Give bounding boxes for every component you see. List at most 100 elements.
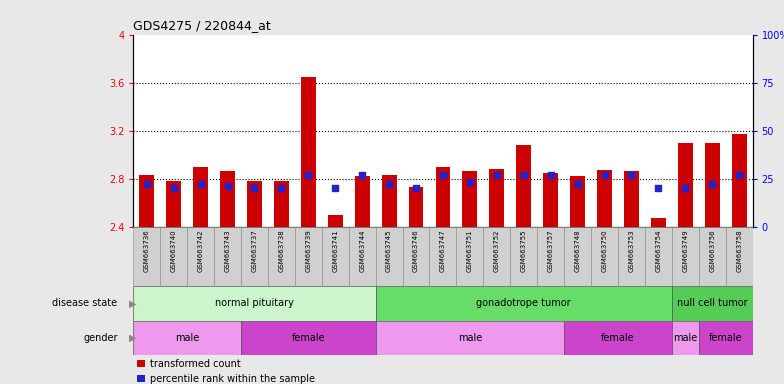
Text: GSM663754: GSM663754 <box>655 230 662 272</box>
Bar <box>618 227 645 286</box>
Bar <box>436 167 450 227</box>
Point <box>410 185 423 191</box>
Bar <box>268 227 295 286</box>
Bar <box>672 321 699 355</box>
Text: GSM663740: GSM663740 <box>171 230 176 272</box>
Bar <box>241 227 268 286</box>
Bar <box>295 227 321 286</box>
Text: GSM663755: GSM663755 <box>521 230 527 272</box>
Bar <box>564 321 672 355</box>
Text: GDS4275 / 220844_at: GDS4275 / 220844_at <box>133 19 271 32</box>
Bar <box>699 227 726 286</box>
Bar <box>376 321 564 355</box>
Bar <box>489 169 504 227</box>
Bar <box>430 227 456 286</box>
Point <box>572 181 584 187</box>
Bar <box>214 227 241 286</box>
Bar <box>484 227 510 286</box>
Point <box>275 185 288 191</box>
Text: male: male <box>458 333 482 343</box>
Text: male: male <box>673 333 698 343</box>
Bar <box>456 227 484 286</box>
Bar <box>133 321 241 355</box>
Point <box>221 183 234 189</box>
Point <box>598 172 611 178</box>
Bar <box>241 321 376 355</box>
Bar <box>133 286 376 321</box>
Bar <box>193 167 208 227</box>
Point <box>383 181 395 187</box>
Text: GSM663750: GSM663750 <box>601 230 608 272</box>
Text: ▶: ▶ <box>129 298 137 308</box>
Text: female: female <box>601 333 635 343</box>
Text: GSM663751: GSM663751 <box>467 230 473 272</box>
Bar <box>321 227 349 286</box>
Text: female: female <box>709 333 742 343</box>
Point <box>463 179 476 185</box>
Text: GSM663736: GSM663736 <box>143 230 150 272</box>
Bar <box>705 142 720 227</box>
Bar <box>247 181 262 227</box>
Text: null cell tumor: null cell tumor <box>677 298 748 308</box>
Bar <box>651 218 666 227</box>
Text: GSM663756: GSM663756 <box>710 230 715 272</box>
Text: female: female <box>292 333 325 343</box>
Point <box>437 172 449 178</box>
Bar <box>166 181 181 227</box>
Text: disease state: disease state <box>53 298 118 308</box>
Text: ▶: ▶ <box>129 333 137 343</box>
Text: male: male <box>175 333 199 343</box>
Legend: transformed count, percentile rank within the sample: transformed count, percentile rank withi… <box>133 355 319 384</box>
Bar <box>463 171 477 227</box>
Bar <box>355 176 369 227</box>
Text: GSM663748: GSM663748 <box>575 230 581 272</box>
Point <box>679 185 691 191</box>
Text: GSM663749: GSM663749 <box>682 230 688 272</box>
Point <box>517 172 530 178</box>
Bar <box>564 227 591 286</box>
Text: GSM663746: GSM663746 <box>413 230 419 272</box>
Point <box>168 185 180 191</box>
Point <box>194 181 207 187</box>
Bar <box>328 215 343 227</box>
Bar <box>349 227 376 286</box>
Bar <box>517 145 531 227</box>
Bar <box>672 227 699 286</box>
Point <box>652 185 665 191</box>
Text: gender: gender <box>83 333 118 343</box>
Point <box>356 172 368 178</box>
Bar <box>408 187 423 227</box>
Bar <box>591 227 618 286</box>
Point <box>140 181 153 187</box>
Bar <box>672 286 753 321</box>
Text: GSM663747: GSM663747 <box>440 230 446 272</box>
Bar <box>510 227 537 286</box>
Bar <box>543 172 558 227</box>
Bar <box>220 171 235 227</box>
Text: GSM663743: GSM663743 <box>224 230 230 272</box>
Bar <box>537 227 564 286</box>
Bar <box>301 76 316 227</box>
Point <box>706 181 718 187</box>
Point <box>544 172 557 178</box>
Point <box>625 172 637 178</box>
Bar <box>402 227 430 286</box>
Text: GSM663757: GSM663757 <box>548 230 554 272</box>
Bar <box>133 227 160 286</box>
Text: GSM663741: GSM663741 <box>332 230 338 272</box>
Point <box>491 172 503 178</box>
Bar <box>645 227 672 286</box>
Bar <box>570 176 585 227</box>
Text: GSM663737: GSM663737 <box>252 230 257 272</box>
Bar <box>274 181 289 227</box>
Text: GSM663752: GSM663752 <box>494 230 500 272</box>
Bar <box>678 142 693 227</box>
Bar <box>731 134 746 227</box>
Text: GSM663758: GSM663758 <box>736 230 742 272</box>
Text: GSM663745: GSM663745 <box>386 230 392 272</box>
Bar <box>699 321 753 355</box>
Text: GSM663742: GSM663742 <box>198 230 204 272</box>
Text: GSM663738: GSM663738 <box>278 230 285 272</box>
Point <box>733 172 746 178</box>
Point <box>249 185 261 191</box>
